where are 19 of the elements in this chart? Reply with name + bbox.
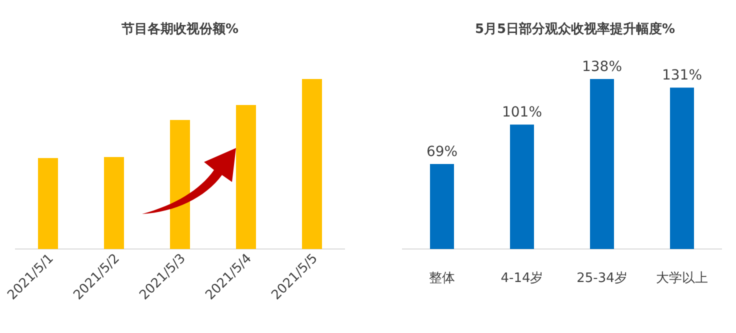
bar [510, 124, 534, 249]
x-tick-label: 4-14岁 [500, 271, 544, 286]
data-label: 101% [502, 104, 542, 121]
x-tick-label: 整体 [429, 271, 455, 286]
bar [670, 88, 694, 249]
bar [430, 164, 454, 249]
chart-title: 节目各期收视份额% [120, 21, 239, 37]
chart-title: 5月5日部分观众收视率提升幅度% [474, 21, 676, 37]
bar [104, 157, 124, 249]
bar [170, 120, 190, 249]
data-label: 131% [662, 68, 702, 84]
bar [38, 158, 58, 249]
bar [236, 105, 256, 249]
data-label: 138% [582, 59, 622, 75]
data-label: 69% [426, 144, 458, 160]
bar [302, 79, 322, 249]
x-tick-label: 25-34岁 [576, 271, 628, 286]
x-tick-label: 大学以上 [656, 271, 708, 286]
bar [590, 79, 614, 249]
